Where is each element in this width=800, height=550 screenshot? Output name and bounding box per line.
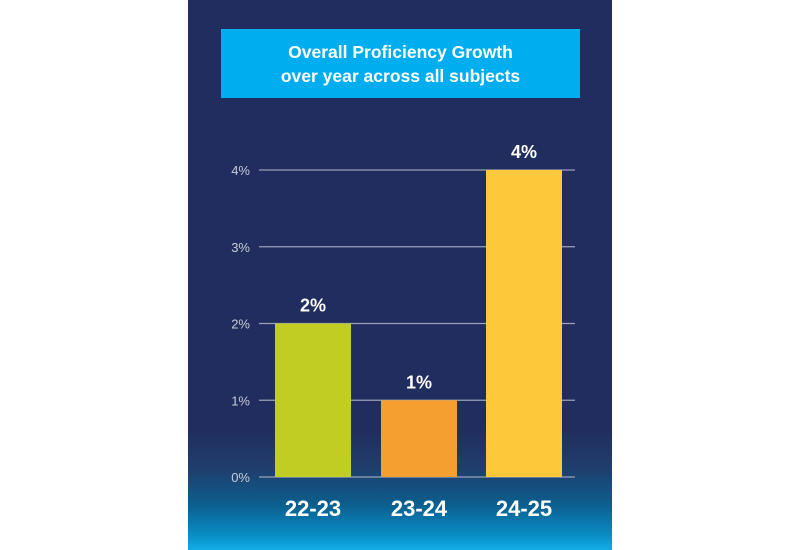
data-label: 4%	[511, 142, 537, 162]
y-tick-label: 2%	[231, 317, 250, 332]
bar-24-25	[486, 170, 562, 477]
data-label: 1%	[406, 372, 432, 392]
chart-title-line-2: over year across all subjects	[280, 65, 521, 86]
chart-title: Overall Proficiency Growth over year acr…	[221, 29, 580, 98]
x-tick-label: 23-24	[391, 496, 448, 521]
x-tick-label: 22-23	[285, 496, 341, 521]
bar-22-23	[275, 323, 351, 477]
x-tick-label: 24-25	[496, 496, 552, 521]
y-tick-label: 3%	[231, 240, 250, 255]
bar-23-24	[381, 400, 457, 477]
y-tick-label: 0%	[231, 470, 250, 485]
y-tick-label: 4%	[231, 163, 250, 178]
data-label: 2%	[300, 296, 326, 316]
chart-title-line-1: Overall Proficiency Growth	[288, 41, 513, 62]
y-tick-label: 1%	[231, 393, 250, 408]
